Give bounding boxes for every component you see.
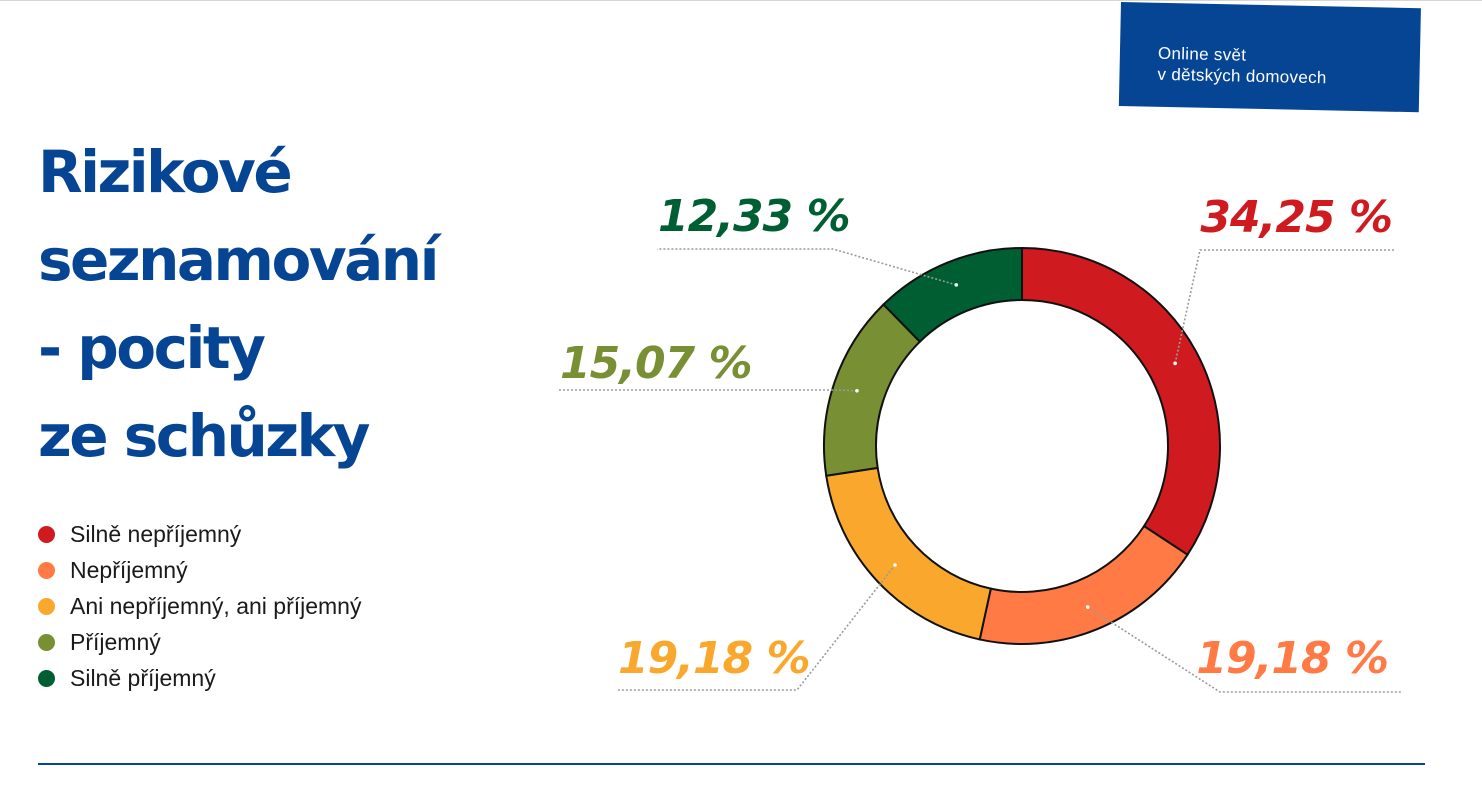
label-leader-line (618, 564, 896, 691)
donut-slice (825, 466, 993, 641)
bottom-rule (38, 763, 1425, 765)
legend-swatch (38, 669, 55, 687)
page-title: Rizikové seznamování - pocity ze schůzky (38, 128, 558, 480)
legend-label: Silně příjemný (70, 664, 216, 691)
title-line-1: Rizikové (38, 138, 293, 206)
donut-slice (823, 303, 922, 477)
title-line-2: seznamování (38, 226, 439, 294)
legend-item: Nepříjemný (38, 552, 361, 588)
label-leader-line (1087, 606, 1402, 693)
chart-legend: Silně nepříjemný Nepříjemný Ani nepříjemný… (38, 516, 361, 696)
top-rule (0, 0, 1482, 1)
legend-swatch (38, 597, 55, 615)
title-line-3: - pocity (38, 314, 266, 382)
legend-label: Nepříjemný (70, 556, 188, 583)
slice-value-label: 34,25 % (1200, 192, 1392, 243)
leader-anchor-dot (1085, 605, 1090, 609)
legend-item: Silně nepříjemný (38, 516, 361, 552)
donut-slice (1021, 246, 1221, 557)
leader-anchor-dot (855, 389, 859, 393)
label-leader-line (657, 248, 957, 286)
legend-item: Silně příjemný (38, 660, 361, 696)
label-leader-line (1174, 249, 1395, 364)
leader-anchor-dot (893, 563, 897, 567)
legend-label: Ani nepříjemný, ani příjemný (70, 592, 362, 619)
legend-item: Příjemný (38, 624, 361, 660)
slice-value-label: 15,07 % (560, 338, 752, 389)
donut-slice (978, 524, 1189, 645)
donut-slice (882, 246, 1023, 344)
leader-anchor-dot (954, 283, 959, 287)
slice-value-label: 12,33 % (658, 191, 850, 242)
legend-label: Příjemný (70, 628, 161, 655)
slice-value-label: 19,18 % (1196, 633, 1388, 684)
title-line-4: ze schůzky (38, 402, 370, 470)
label-leader-line (557, 389, 858, 392)
legend-swatch (38, 561, 55, 579)
legend-label: Silně nepříjemný (70, 520, 242, 547)
legend-swatch (38, 525, 55, 543)
legend-swatch (38, 633, 55, 651)
legend-item: Ani nepříjemný, ani příjemný (38, 588, 361, 624)
leader-anchor-dot (1173, 361, 1177, 366)
slice-value-label: 19,18 % (618, 633, 810, 684)
